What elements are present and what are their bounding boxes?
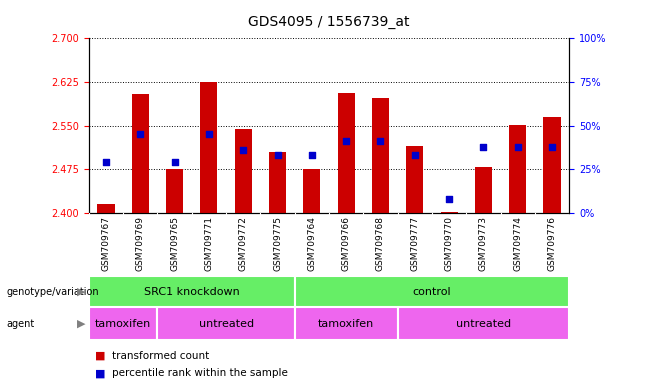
- Text: GSM709764: GSM709764: [307, 216, 316, 271]
- Bar: [89, 276, 295, 307]
- Point: [135, 131, 145, 137]
- Point: [443, 196, 454, 202]
- Text: GSM709776: GSM709776: [547, 216, 557, 271]
- Text: transformed count: transformed count: [112, 351, 209, 361]
- Text: GDS4095 / 1556739_at: GDS4095 / 1556739_at: [248, 15, 410, 29]
- Text: SRC1 knockdown: SRC1 knockdown: [144, 287, 240, 297]
- Text: ■: ■: [95, 351, 106, 361]
- Bar: [235, 129, 252, 213]
- Point: [513, 144, 523, 150]
- Bar: [89, 307, 157, 340]
- Text: GSM709773: GSM709773: [479, 216, 488, 271]
- Text: GSM709768: GSM709768: [376, 216, 385, 271]
- Point: [272, 152, 283, 159]
- Text: ■: ■: [95, 368, 106, 378]
- Text: GSM709772: GSM709772: [239, 216, 247, 271]
- Bar: [544, 117, 561, 213]
- Text: GSM709770: GSM709770: [445, 216, 453, 271]
- Text: GSM709767: GSM709767: [101, 216, 111, 271]
- Point: [307, 152, 317, 159]
- Text: ▶: ▶: [77, 287, 86, 297]
- Bar: [295, 276, 569, 307]
- Bar: [440, 212, 458, 213]
- Point: [547, 144, 557, 150]
- Bar: [406, 146, 423, 213]
- Text: GSM709771: GSM709771: [205, 216, 213, 271]
- Point: [101, 159, 111, 166]
- Point: [409, 152, 420, 159]
- Text: ▶: ▶: [77, 318, 86, 329]
- Text: GSM709774: GSM709774: [513, 216, 522, 271]
- Point: [238, 147, 249, 153]
- Bar: [295, 307, 397, 340]
- Bar: [372, 98, 389, 213]
- Bar: [157, 307, 295, 340]
- Point: [375, 138, 386, 144]
- Bar: [132, 94, 149, 213]
- Text: tamoxifen: tamoxifen: [318, 318, 374, 329]
- Point: [204, 131, 215, 137]
- Point: [169, 159, 180, 166]
- Text: agent: agent: [7, 318, 35, 329]
- Bar: [166, 169, 183, 213]
- Text: GSM709775: GSM709775: [273, 216, 282, 271]
- Bar: [475, 167, 492, 213]
- Bar: [200, 82, 218, 213]
- Point: [341, 138, 351, 144]
- Bar: [97, 204, 114, 213]
- Bar: [269, 152, 286, 213]
- Text: GSM709765: GSM709765: [170, 216, 179, 271]
- Text: control: control: [413, 287, 451, 297]
- Text: GSM709777: GSM709777: [411, 216, 419, 271]
- Text: GSM709766: GSM709766: [342, 216, 351, 271]
- Text: genotype/variation: genotype/variation: [7, 287, 99, 297]
- Text: percentile rank within the sample: percentile rank within the sample: [112, 368, 288, 378]
- Bar: [509, 124, 526, 213]
- Bar: [338, 93, 355, 213]
- Text: tamoxifen: tamoxifen: [95, 318, 151, 329]
- Text: GSM709769: GSM709769: [136, 216, 145, 271]
- Bar: [397, 307, 569, 340]
- Point: [478, 144, 489, 150]
- Bar: [303, 169, 320, 213]
- Text: untreated: untreated: [199, 318, 253, 329]
- Text: untreated: untreated: [456, 318, 511, 329]
